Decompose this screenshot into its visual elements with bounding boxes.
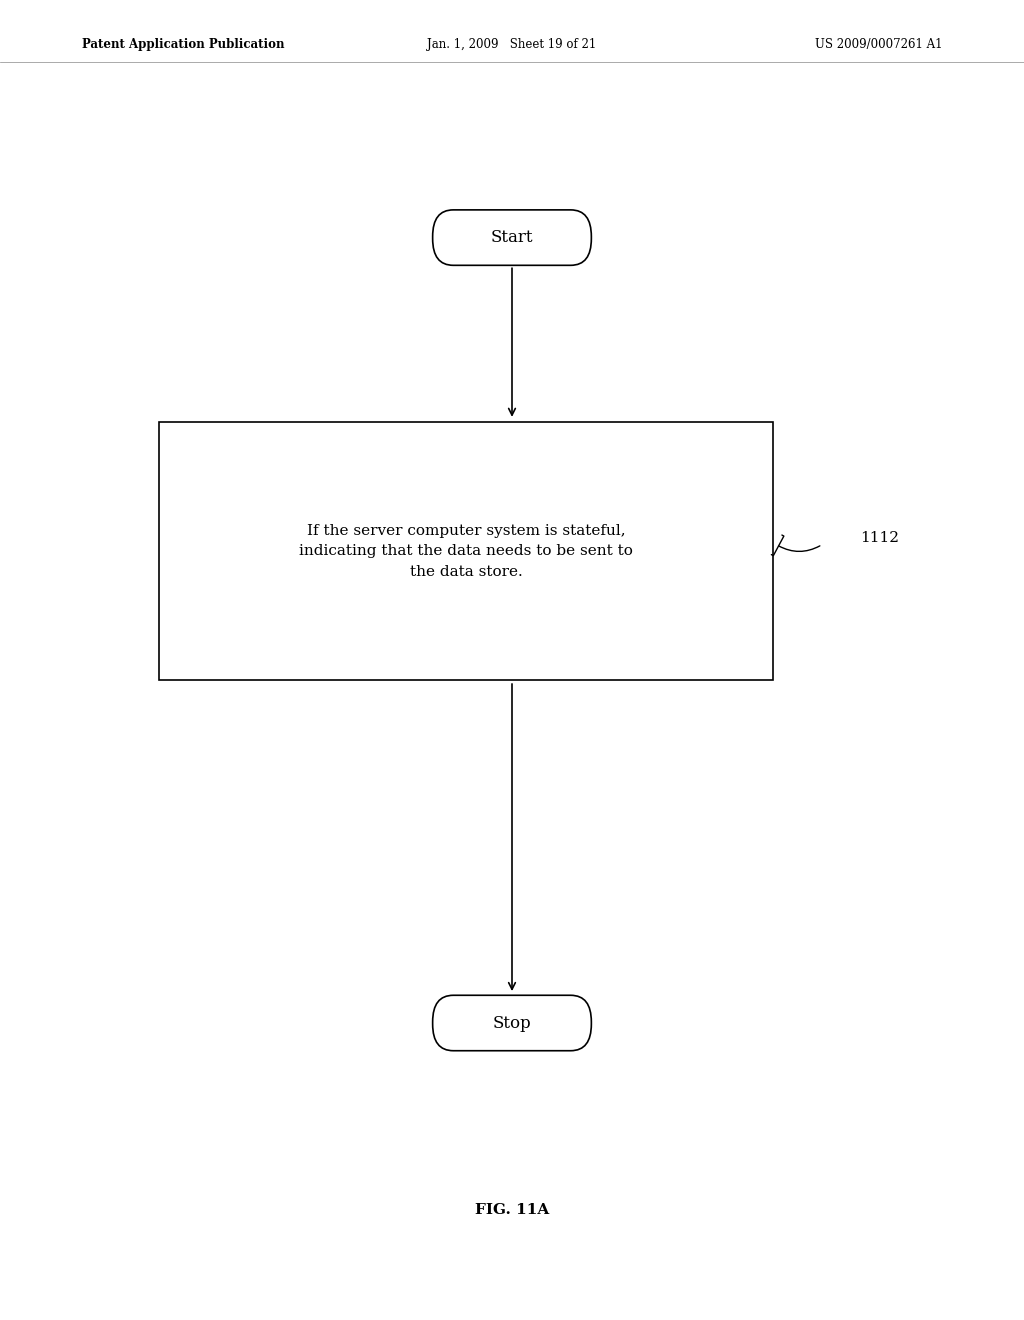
Text: Patent Application Publication: Patent Application Publication [82, 38, 285, 51]
Text: FIG. 11A: FIG. 11A [475, 1204, 549, 1217]
Bar [159, 422, 773, 680]
Text: If the server computer system is stateful,
indicating that the data needs to be : If the server computer system is statefu… [299, 524, 633, 578]
FancyBboxPatch shape [432, 995, 592, 1051]
Text: Stop: Stop [493, 1015, 531, 1031]
FancyBboxPatch shape [432, 210, 592, 265]
Text: Jan. 1, 2009   Sheet 19 of 21: Jan. 1, 2009 Sheet 19 of 21 [427, 38, 597, 51]
Text: 1112: 1112 [860, 531, 899, 545]
Text: Start: Start [490, 230, 534, 246]
Text: US 2009/0007261 A1: US 2009/0007261 A1 [814, 38, 942, 51]
